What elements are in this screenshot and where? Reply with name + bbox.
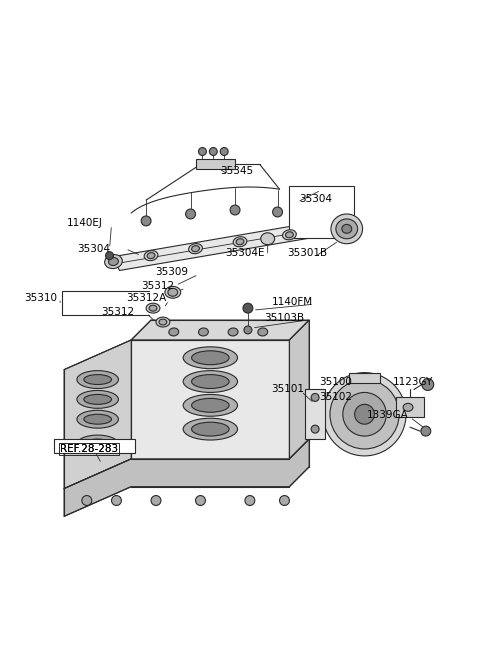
Polygon shape [305, 390, 325, 439]
Polygon shape [131, 340, 289, 459]
Circle shape [311, 425, 319, 433]
Text: 35312: 35312 [141, 282, 174, 291]
Ellipse shape [261, 233, 275, 245]
Circle shape [311, 394, 319, 402]
Ellipse shape [331, 214, 362, 244]
Ellipse shape [342, 225, 352, 233]
Ellipse shape [84, 439, 111, 449]
Ellipse shape [77, 410, 119, 428]
Ellipse shape [233, 236, 247, 247]
Circle shape [421, 426, 431, 436]
Ellipse shape [228, 328, 238, 336]
Text: 35103B: 35103B [264, 313, 304, 323]
Ellipse shape [283, 230, 296, 240]
Circle shape [82, 496, 92, 506]
Ellipse shape [147, 253, 155, 259]
Text: 1339GA: 1339GA [367, 410, 408, 421]
Text: 35309: 35309 [155, 267, 188, 278]
Circle shape [186, 209, 195, 219]
Ellipse shape [77, 435, 119, 453]
Text: 1123GY: 1123GY [393, 377, 433, 386]
Text: 35310: 35310 [24, 293, 58, 303]
Circle shape [343, 392, 386, 436]
Polygon shape [64, 439, 309, 516]
Circle shape [245, 496, 255, 506]
Ellipse shape [192, 246, 200, 252]
Ellipse shape [192, 422, 229, 436]
Ellipse shape [144, 251, 158, 261]
Ellipse shape [183, 371, 238, 392]
Ellipse shape [168, 288, 178, 296]
Ellipse shape [236, 238, 244, 245]
Text: 35100: 35100 [319, 377, 352, 386]
Ellipse shape [146, 303, 160, 313]
Text: 35312: 35312 [102, 307, 135, 317]
Circle shape [330, 379, 399, 449]
Ellipse shape [84, 414, 111, 424]
Text: REF.28-283: REF.28-283 [60, 444, 118, 454]
Ellipse shape [258, 328, 268, 336]
Bar [349, 373, 380, 383]
Ellipse shape [399, 400, 417, 414]
Ellipse shape [336, 219, 358, 239]
Circle shape [243, 303, 253, 313]
Bar [54, 439, 135, 453]
Ellipse shape [183, 419, 238, 440]
Text: 35304: 35304 [77, 244, 110, 253]
Ellipse shape [189, 244, 203, 253]
Text: 35301B: 35301B [288, 248, 327, 257]
Circle shape [230, 205, 240, 215]
Ellipse shape [192, 375, 229, 388]
Polygon shape [131, 320, 309, 340]
Ellipse shape [192, 351, 229, 365]
Ellipse shape [183, 394, 238, 416]
Ellipse shape [159, 319, 167, 325]
Text: 1140EJ: 1140EJ [67, 218, 103, 228]
Circle shape [355, 404, 374, 424]
Text: 35345: 35345 [220, 166, 253, 176]
Text: 35304E: 35304E [225, 248, 264, 257]
Ellipse shape [105, 255, 122, 269]
Ellipse shape [199, 328, 208, 336]
Circle shape [199, 147, 206, 155]
Circle shape [151, 496, 161, 506]
Circle shape [279, 496, 289, 506]
Text: 35102: 35102 [319, 392, 352, 402]
Ellipse shape [183, 347, 238, 369]
Polygon shape [195, 159, 235, 170]
Text: 35312A: 35312A [126, 293, 167, 303]
Circle shape [195, 496, 205, 506]
Bar [289, 186, 354, 238]
Circle shape [141, 216, 151, 226]
Text: 35101: 35101 [272, 384, 305, 394]
Text: 1140FM: 1140FM [272, 297, 313, 307]
Ellipse shape [84, 394, 111, 404]
Circle shape [111, 496, 121, 506]
Circle shape [323, 373, 406, 456]
Ellipse shape [286, 232, 293, 238]
Circle shape [106, 252, 113, 259]
Ellipse shape [156, 317, 170, 327]
Text: REF.28-283: REF.28-283 [60, 444, 118, 454]
Ellipse shape [84, 375, 111, 384]
Ellipse shape [165, 286, 180, 298]
Bar [396, 398, 424, 417]
Circle shape [422, 379, 434, 390]
Ellipse shape [169, 328, 179, 336]
Circle shape [209, 147, 217, 155]
Circle shape [220, 147, 228, 155]
Circle shape [244, 326, 252, 334]
Ellipse shape [192, 398, 229, 412]
Circle shape [273, 207, 283, 217]
Text: 35304: 35304 [300, 194, 332, 204]
Ellipse shape [77, 390, 119, 408]
Polygon shape [289, 320, 309, 459]
Ellipse shape [149, 305, 157, 311]
Ellipse shape [403, 403, 413, 411]
Ellipse shape [108, 257, 119, 265]
Ellipse shape [77, 371, 119, 388]
Polygon shape [64, 340, 131, 489]
Polygon shape [113, 219, 341, 271]
